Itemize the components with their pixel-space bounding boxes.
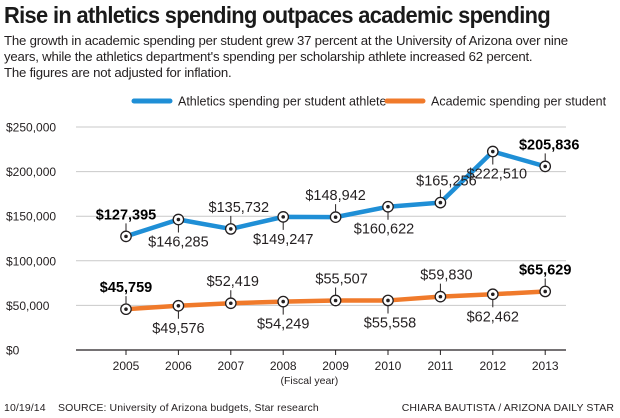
data-label-academic: $59,830 [420, 268, 472, 284]
y-tick-label: $200,000 [6, 165, 56, 179]
data-point-center-academic [438, 294, 443, 299]
data-point-center-athletics [281, 215, 286, 219]
legend-label-athletics: Athletics spending per student athlete [178, 95, 387, 109]
data-point-center-academic [491, 292, 495, 297]
subtitle-line-3: The figures are not adjusted for inflati… [4, 65, 232, 80]
data-label-academic: $54,249 [257, 317, 309, 333]
y-tick-label: $0 [6, 344, 20, 358]
chart-footer: 10/19/14 SOURCE: University of Arizona b… [0, 400, 620, 418]
data-label-athletics: $149,247 [253, 232, 313, 248]
footer-date: 10/19/14 [4, 402, 46, 414]
data-point-center-academic [543, 289, 547, 294]
data-point-center-athletics [438, 200, 443, 205]
x-tick-label: 2008 [270, 359, 297, 373]
x-tick-label: 2013 [532, 359, 559, 373]
x-axis: 2005 2006 2007 2008 2009 2010 2011 2012 2013 (Fis… [76, 349, 566, 387]
chart-title: Rise in athletics spending outpaces acad… [4, 2, 551, 28]
data-label-academic: $55,558 [364, 315, 416, 331]
x-tick-label: 2005 [113, 359, 140, 373]
data-label-athletics: $135,732 [209, 200, 269, 216]
data-label-athletics: $146,285 [148, 235, 208, 251]
data-point-center-academic [124, 307, 128, 311]
chart-legend: Athletics spending per student athlete Ac… [131, 95, 607, 109]
subtitle-line-2: years, while the athletics department's … [4, 49, 533, 64]
x-tick-label: 2006 [165, 359, 192, 373]
subtitle-line-1: The growth in academic spending per stud… [4, 33, 568, 48]
data-point-center-athletics [386, 204, 390, 209]
data-label-athletics: $148,942 [305, 188, 365, 204]
y-tick-label: $100,000 [6, 254, 56, 268]
y-axis: $0 $50,000 $100,000 $150,000 $200,000 $250,00… [6, 121, 56, 358]
line-chart: Athletics spending per student athlete Ac… [6, 95, 607, 388]
x-tick-label: 2007 [217, 359, 244, 373]
data-label-athletics: $205,836 [519, 137, 579, 153]
y-tick-label: $50,000 [6, 299, 50, 313]
chart-subtitle: The growth in academic spending per stud… [4, 33, 620, 81]
data-label-academic: $62,462 [467, 309, 519, 325]
data-label-athletics: $165,256 [416, 174, 476, 190]
data-point-center-athletics [176, 217, 181, 222]
x-axis-title: (Fiscal year) [281, 375, 339, 387]
data-point-center-athletics [229, 227, 233, 231]
data-label-athletics: $127,395 [96, 207, 156, 223]
data-label-academic: $45,759 [100, 280, 152, 296]
data-label-academic: $52,419 [207, 274, 259, 290]
data-point-center-athletics [543, 164, 547, 169]
data-point-center-academic [333, 298, 338, 303]
data-label-athletics: $222,510 [467, 167, 527, 183]
data-label-academic: $65,629 [519, 262, 571, 278]
data-point-center-academic [281, 299, 286, 304]
x-tick-label: 2009 [322, 359, 349, 373]
data-point-center-academic [176, 303, 181, 308]
data-point-center-academic [229, 301, 233, 306]
data-point-center-athletics [124, 234, 128, 239]
footer-credit: CHIARA BAUTISTA / ARIZONA DAILY STAR [401, 402, 614, 414]
data-point-center-athletics [491, 149, 495, 154]
y-tick-label: $250,000 [6, 121, 56, 135]
data-points [120, 145, 552, 316]
data-point-center-athletics [333, 215, 338, 219]
data-point-center-academic [386, 298, 390, 303]
data-label-academic: $49,576 [152, 321, 204, 337]
legend-label-academic: Academic spending per student [431, 95, 607, 109]
y-tick-label: $150,000 [6, 210, 56, 224]
data-labels: $127,395 $146,285 $135,732 $149,247 $148,942… [96, 137, 580, 336]
data-label-academic: $55,507 [315, 271, 367, 287]
data-label-athletics: $160,622 [354, 222, 414, 238]
x-tick-label: 2011 [427, 359, 453, 373]
x-tick-label: 2012 [479, 359, 506, 373]
x-tick-label: 2010 [375, 359, 402, 373]
footer-source: SOURCE: University of Arizona budgets, S… [58, 402, 319, 414]
